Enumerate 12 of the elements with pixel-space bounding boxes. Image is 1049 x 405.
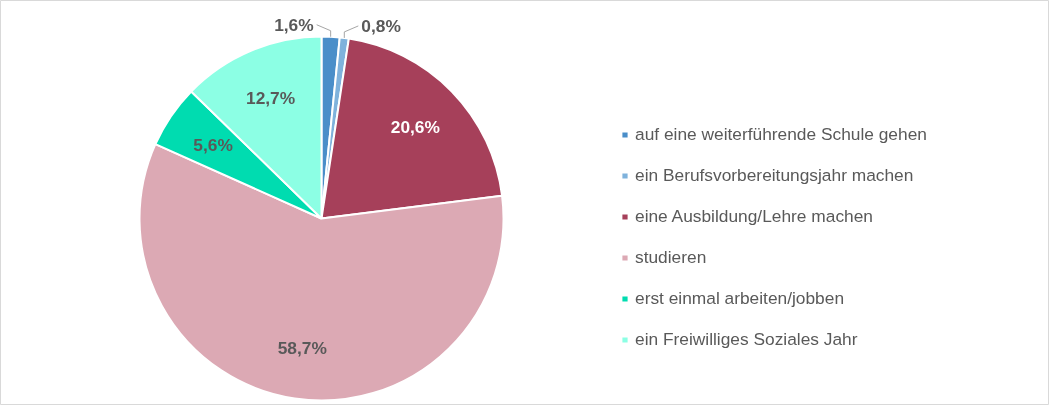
data-label: 20,6% (390, 117, 440, 138)
data-label: 58,7% (277, 338, 327, 359)
legend-label: ein Berufsvorbereitungsjahr machen (635, 165, 914, 186)
data-label: 1,6% (274, 14, 314, 35)
data-label: 5,6% (193, 134, 233, 155)
data-label: 0,8% (361, 15, 401, 36)
legend-label: ein Freiwilliges Soziales Jahr (635, 329, 858, 350)
legend-label: auf eine weiterführende Schule gehen (635, 124, 927, 145)
legend-label: eine Ausbildung/Lehre machen (635, 206, 873, 227)
data-label: 12,7% (246, 87, 296, 108)
legend-label: erst einmal arbeiten/jobben (635, 288, 845, 309)
legend-label: studieren (635, 247, 707, 268)
